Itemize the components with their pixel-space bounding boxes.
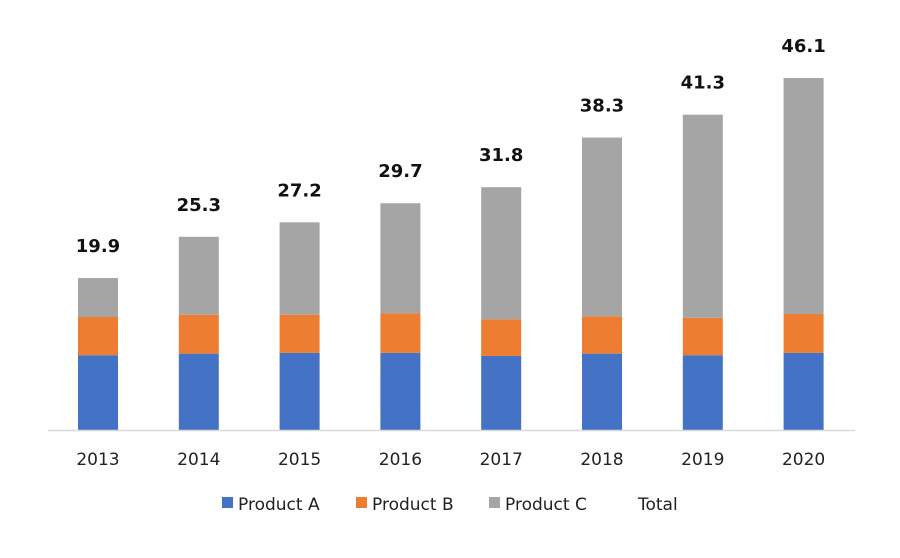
total-label: 38.3 bbox=[580, 96, 624, 117]
bar-product-a-2014 bbox=[178, 353, 219, 430]
x-tick-labels: 2013 2014 2015 2016 2017 2018 2019 2020 bbox=[76, 450, 825, 470]
bar-product-b-2017 bbox=[481, 319, 522, 356]
legend-label: Product A bbox=[238, 495, 320, 515]
bar-product-a-2019 bbox=[682, 355, 723, 430]
bar-product-b-2016 bbox=[380, 313, 421, 353]
bar-product-b-2013 bbox=[78, 316, 118, 356]
x-tick-label: 2017 bbox=[480, 450, 523, 470]
bar-product-c-2015 bbox=[279, 222, 320, 315]
bar-product-c-2016 bbox=[380, 203, 421, 314]
total-data-labels: 19.9 25.3 27.2 29.7 31.8 38.3 41.3 46.1 bbox=[76, 36, 826, 257]
legend-swatch bbox=[489, 497, 500, 508]
x-tick-label: 2013 bbox=[76, 450, 119, 470]
bar-product-a-2018 bbox=[582, 353, 622, 430]
total-label: 25.3 bbox=[177, 195, 221, 216]
bar-product-c-2017 bbox=[481, 187, 522, 320]
bar-product-a-2013 bbox=[78, 355, 118, 430]
bar-product-c-2013 bbox=[78, 278, 118, 317]
bar-product-a-2015 bbox=[279, 352, 320, 430]
bar-product-c-2020 bbox=[783, 78, 824, 314]
total-label: 46.1 bbox=[781, 36, 825, 57]
x-tick-label: 2019 bbox=[681, 450, 724, 470]
bar-product-b-2018 bbox=[582, 316, 622, 354]
x-tick-label: 2015 bbox=[278, 450, 321, 470]
legend-label: Product C bbox=[505, 495, 587, 515]
legend: Product A Product B Product C Total bbox=[222, 495, 678, 515]
bar-product-c-2018 bbox=[582, 137, 622, 317]
bar-product-b-2019 bbox=[682, 317, 723, 356]
bar-product-a-2020 bbox=[783, 352, 824, 430]
legend-swatch bbox=[222, 497, 233, 508]
x-tick-label: 2018 bbox=[580, 450, 623, 470]
bars bbox=[78, 78, 824, 430]
bar-product-b-2015 bbox=[279, 314, 320, 353]
bar-product-a-2017 bbox=[481, 355, 522, 430]
total-label: 19.9 bbox=[76, 236, 120, 257]
total-label: 41.3 bbox=[681, 73, 725, 94]
legend-swatch bbox=[356, 497, 367, 508]
bar-product-a-2016 bbox=[380, 352, 421, 430]
total-label: 31.8 bbox=[479, 145, 523, 166]
bar-product-c-2019 bbox=[682, 114, 723, 318]
total-label: 27.2 bbox=[277, 180, 321, 201]
x-tick-label: 2014 bbox=[177, 450, 220, 470]
legend-label: Total bbox=[637, 495, 678, 515]
legend-label: Product B bbox=[372, 495, 454, 515]
total-label: 29.7 bbox=[378, 161, 422, 182]
bar-product-b-2014 bbox=[178, 314, 219, 354]
bar-product-c-2014 bbox=[178, 236, 219, 315]
bar-product-b-2020 bbox=[783, 313, 824, 353]
x-tick-label: 2016 bbox=[379, 450, 422, 470]
x-tick-label: 2020 bbox=[782, 450, 825, 470]
